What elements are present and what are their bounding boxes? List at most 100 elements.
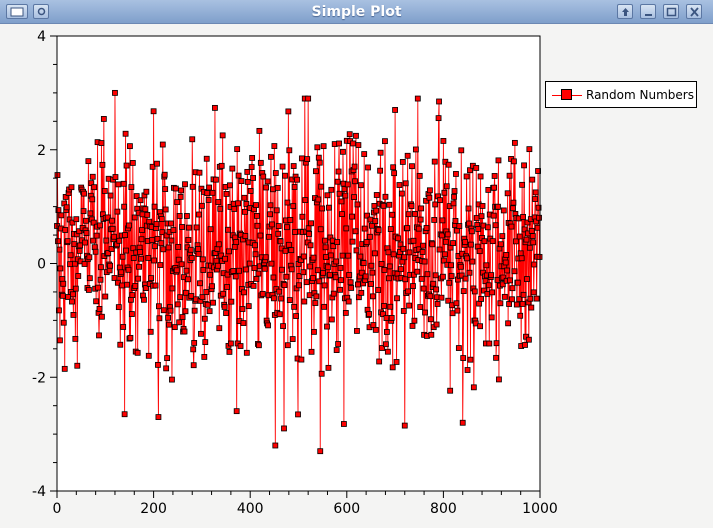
data-point <box>357 182 364 189</box>
y-tick-label: 4 <box>37 29 46 45</box>
data-point <box>393 359 400 365</box>
data-point <box>301 298 308 305</box>
data-point <box>332 274 339 281</box>
data-point <box>307 263 313 270</box>
data-point <box>199 294 206 301</box>
data-point <box>282 172 288 179</box>
data-point <box>397 249 403 255</box>
data-point <box>200 267 207 273</box>
data-point <box>503 252 510 258</box>
data-point <box>288 247 295 254</box>
data-point <box>436 246 443 253</box>
data-point <box>126 222 132 229</box>
data-point <box>265 322 271 329</box>
data-point <box>521 162 527 169</box>
data-point <box>242 233 249 240</box>
data-point <box>212 104 218 111</box>
data-point <box>154 235 161 242</box>
data-point <box>160 246 167 253</box>
data-point <box>160 307 167 314</box>
data-point <box>276 311 283 318</box>
data-point <box>227 340 234 347</box>
data-point <box>535 204 542 211</box>
close-button[interactable] <box>686 4 702 19</box>
data-point <box>253 275 260 282</box>
data-point <box>337 264 344 271</box>
data-point <box>456 223 463 229</box>
data-point <box>179 314 186 320</box>
data-point <box>88 180 95 187</box>
data-point <box>436 98 442 105</box>
data-point <box>316 159 323 166</box>
data-point <box>231 244 238 250</box>
data-point <box>441 189 448 196</box>
data-point <box>386 263 393 270</box>
data-point <box>151 257 157 264</box>
data-point <box>442 158 449 165</box>
data-point <box>121 203 128 210</box>
data-point <box>123 162 130 169</box>
data-point <box>261 265 268 272</box>
data-point <box>386 201 393 208</box>
data-point <box>530 239 537 246</box>
data-point <box>380 311 386 318</box>
data-point <box>506 172 513 179</box>
data-point <box>107 192 114 199</box>
data-point <box>488 272 495 279</box>
data-point <box>129 292 136 299</box>
data-point <box>70 312 77 318</box>
data-point <box>201 315 208 322</box>
data-point <box>317 226 324 233</box>
data-point <box>249 155 256 161</box>
data-point <box>333 347 340 353</box>
data-point <box>149 163 156 170</box>
data-point <box>344 181 351 188</box>
data-point <box>426 194 433 201</box>
data-point <box>232 273 239 280</box>
data-point <box>439 217 446 224</box>
data-point <box>152 243 158 250</box>
data-point <box>97 276 104 283</box>
data-point <box>294 176 300 183</box>
data-point <box>373 207 380 214</box>
data-point <box>351 163 358 170</box>
data-point <box>133 193 140 199</box>
data-point <box>181 328 188 335</box>
data-point <box>122 130 129 137</box>
data-point <box>81 261 88 267</box>
data-point <box>112 89 118 96</box>
title-bar[interactable]: Simple Plot <box>0 0 713 24</box>
x-tick-label: 0 <box>53 501 62 517</box>
data-point <box>387 226 394 232</box>
data-point <box>174 199 181 206</box>
data-point <box>441 251 448 258</box>
data-point <box>76 247 83 254</box>
data-point <box>56 246 63 253</box>
data-point <box>266 233 272 240</box>
raise-button[interactable] <box>617 4 633 19</box>
minimize-button[interactable] <box>640 4 656 19</box>
data-point <box>458 147 465 154</box>
data-point <box>516 296 523 303</box>
data-point <box>500 207 507 214</box>
data-point <box>187 246 194 253</box>
data-point <box>362 273 369 280</box>
data-point <box>518 255 525 262</box>
window-menu-button[interactable] <box>6 4 28 19</box>
data-point <box>57 265 64 272</box>
data-point <box>292 229 299 235</box>
data-point <box>285 108 292 115</box>
data-point <box>299 213 306 220</box>
data-point <box>91 184 98 191</box>
maximize-button[interactable] <box>663 4 679 19</box>
pin-button[interactable] <box>33 4 49 19</box>
data-point <box>463 173 470 180</box>
data-point <box>69 219 76 226</box>
data-point <box>479 203 486 209</box>
data-point <box>72 285 79 292</box>
data-point <box>307 242 314 249</box>
data-point <box>520 291 527 298</box>
data-point <box>233 408 240 415</box>
data-point <box>111 275 118 281</box>
data-point <box>169 285 176 292</box>
